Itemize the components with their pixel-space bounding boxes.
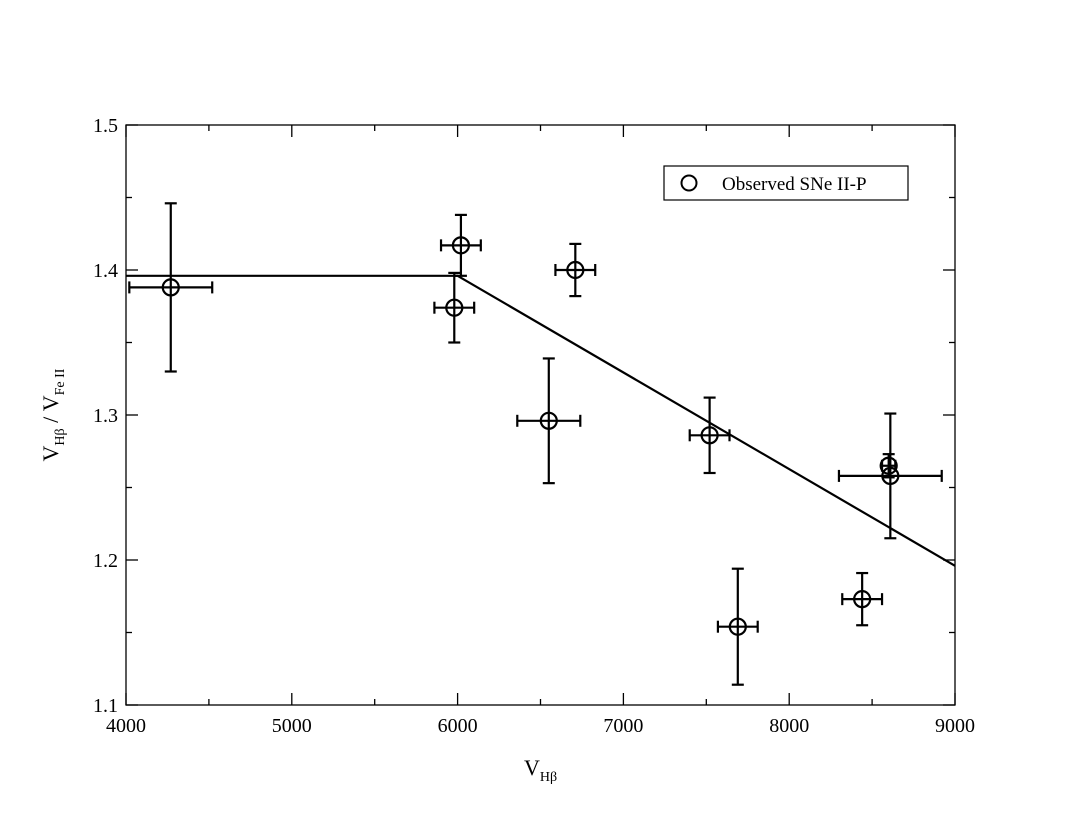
data-point	[716, 567, 759, 686]
point-marker	[161, 278, 180, 297]
y-tick-label: 1.2	[93, 550, 118, 572]
y-tick-label: 1.4	[93, 260, 118, 282]
y-axis-title: VHβ / VFe II	[38, 368, 68, 461]
y-tick-label: 1.1	[93, 695, 118, 717]
plot-frame	[125, 124, 956, 706]
x-tick-label: 6000	[438, 715, 478, 737]
x-tick-label: 8000	[769, 715, 809, 737]
legend-marker-open-circle	[680, 174, 698, 192]
point-marker	[853, 590, 872, 609]
legend-label-series: Observed SNe II-P	[722, 174, 867, 195]
data-point	[433, 271, 476, 344]
data-point	[516, 357, 582, 485]
y-axis-title-main: V	[38, 445, 63, 461]
tick-labels-layer: 4000 5000 6000 7000 8000 9000 1.1 1.2 1.3 1.4 1.5	[93, 115, 975, 737]
data-point	[439, 213, 482, 277]
point-marker	[539, 411, 558, 430]
points-layer	[128, 202, 943, 686]
y-tick-label: 1.3	[93, 405, 118, 427]
ticks-layer	[125, 124, 956, 706]
y-axis-title-sub2: Fe II	[53, 368, 68, 395]
x-axis-title: VHβ	[524, 755, 557, 785]
data-point	[837, 412, 943, 540]
legend-box	[663, 165, 909, 201]
point-marker	[881, 466, 900, 485]
point-marker	[700, 426, 719, 445]
x-tick-label: 5000	[272, 715, 312, 737]
x-tick-label: 7000	[603, 715, 643, 737]
x-tick-label: 4000	[106, 715, 146, 737]
y-axis-title-sub1: Hβ	[53, 428, 68, 445]
y-tick-label: 1.5	[93, 115, 118, 137]
x-axis-title-sub: Hβ	[540, 770, 557, 785]
point-marker	[728, 617, 747, 636]
data-point	[841, 571, 884, 627]
data-point	[128, 202, 214, 373]
x-axis-title-main: V	[524, 755, 540, 780]
point-marker	[451, 236, 471, 255]
data-point	[879, 453, 898, 479]
y-axis-title-sep: / V	[38, 395, 63, 428]
x-tick-label: 9000	[935, 715, 975, 737]
point-marker	[445, 298, 464, 317]
point-marker	[879, 456, 898, 475]
data-point	[554, 242, 597, 298]
legend: Observed SNe II-P	[663, 165, 909, 201]
point-marker	[566, 260, 585, 280]
data-point	[688, 396, 731, 475]
